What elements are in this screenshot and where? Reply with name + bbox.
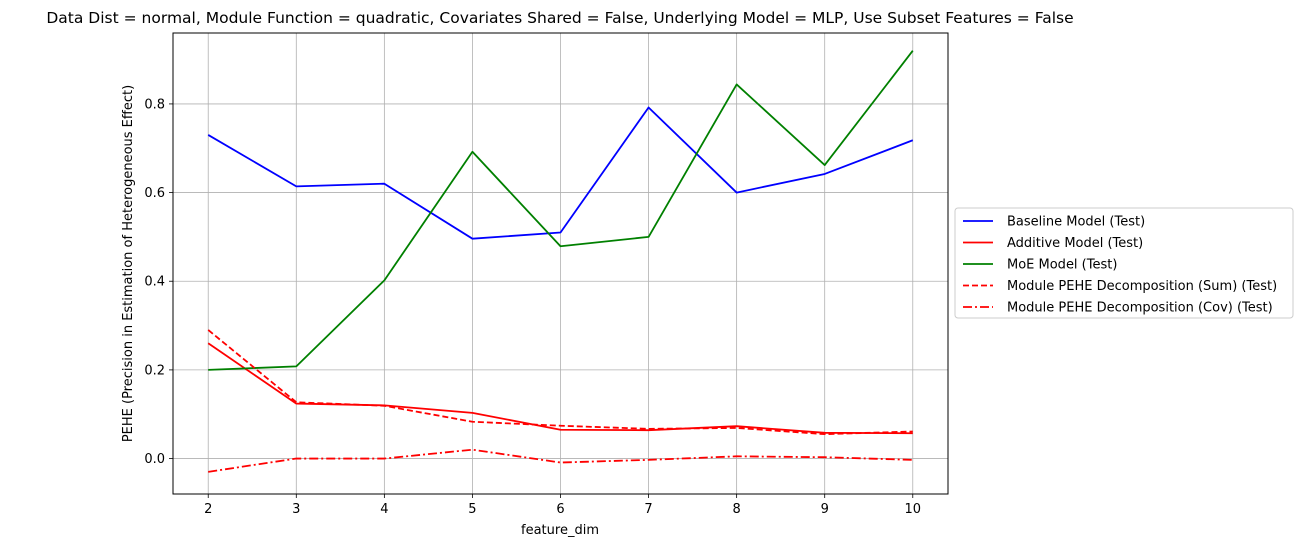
series-line-4 bbox=[207, 329, 913, 436]
legend-label-3: MoE Model (Test) bbox=[1007, 258, 1117, 273]
legend: Baseline Model (Test) Additive Model (Tes… bbox=[954, 207, 1294, 319]
legend-label-4: Module PEHE Decomposition (Sum) (Test) bbox=[1007, 279, 1277, 294]
y-tick-label: 0.8 bbox=[144, 97, 165, 112]
y-axis-ticks: 0.0 0.2 0.4 0.6 0.8 bbox=[144, 97, 173, 467]
x-tick-label: 7 bbox=[644, 502, 652, 517]
legend-frame bbox=[954, 207, 1294, 319]
legend-label-1: Baseline Model (Test) bbox=[1007, 215, 1145, 230]
x-tick-label: 2 bbox=[204, 502, 212, 517]
y-tick-label: 0.4 bbox=[144, 275, 165, 290]
series-line-3 bbox=[208, 50, 914, 371]
x-tick-label: 3 bbox=[292, 502, 300, 517]
y-tick-label: 0.0 bbox=[144, 452, 165, 467]
legend-label-2: Additive Model (Test) bbox=[1007, 236, 1143, 251]
series-lines bbox=[207, 50, 914, 473]
series-line-1 bbox=[207, 106, 914, 240]
x-tick-label: 8 bbox=[732, 502, 740, 517]
x-tick-label: 5 bbox=[468, 502, 476, 517]
y-axis-label: PEHE (Precision in Estimation of Heterog… bbox=[121, 85, 136, 442]
x-tick-label: 10 bbox=[904, 502, 921, 517]
series-line-2 bbox=[207, 342, 913, 435]
x-tick-label: 6 bbox=[556, 502, 564, 517]
x-axis-ticks: 2 3 4 5 6 7 8 9 10 bbox=[204, 494, 921, 517]
y-tick-label: 0.2 bbox=[144, 363, 165, 378]
chart-title: Data Dist = normal, Module Function = qu… bbox=[46, 9, 1073, 27]
legend-label-5: Module PEHE Decomposition (Cov) (Test) bbox=[1007, 301, 1273, 316]
y-tick-label: 0.6 bbox=[144, 186, 165, 201]
x-tick-label: 9 bbox=[821, 502, 829, 517]
x-axis-label: feature_dim bbox=[521, 523, 599, 538]
x-tick-label: 4 bbox=[380, 502, 388, 517]
grid-lines bbox=[173, 33, 948, 494]
